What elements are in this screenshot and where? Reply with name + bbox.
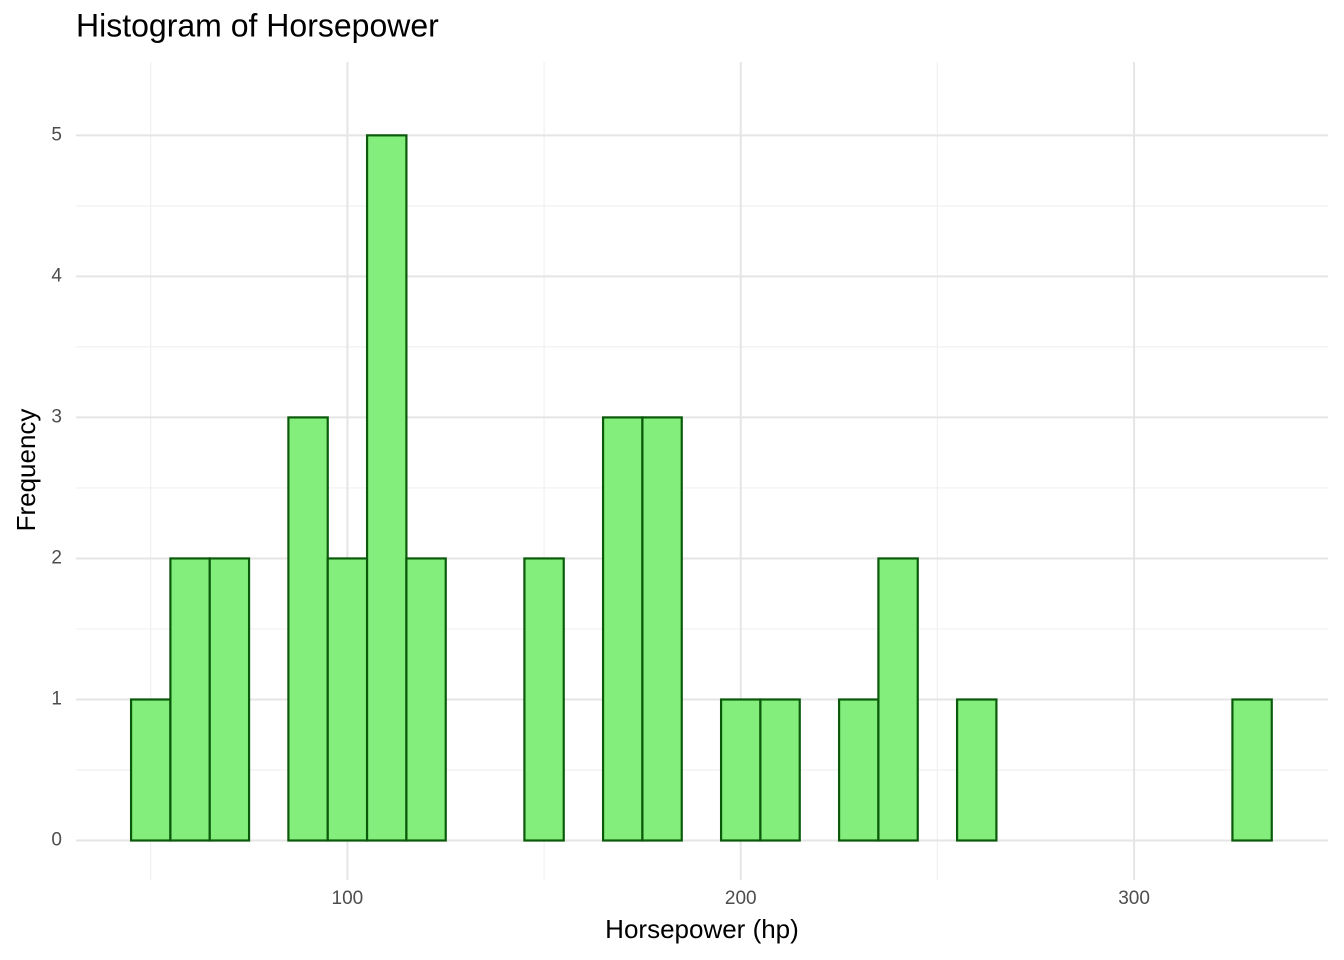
bar [759, 698, 801, 842]
bar [326, 557, 369, 842]
chart-title: Histogram of Horsepower [76, 7, 439, 43]
y-tick-label: 0 [51, 830, 62, 851]
y-tick-label: 5 [51, 124, 62, 145]
bar [405, 557, 447, 842]
bar [208, 557, 251, 842]
x-tick-label: 300 [1118, 888, 1150, 909]
bar [641, 416, 683, 842]
bar [523, 557, 565, 842]
y-tick-label: 4 [51, 265, 62, 286]
y-tick-label: 1 [51, 688, 62, 709]
bar [719, 698, 762, 842]
grid [76, 62, 1328, 880]
y-tick-label: 2 [51, 547, 62, 568]
bar [169, 557, 211, 842]
bars [129, 134, 1273, 842]
bar [1231, 698, 1273, 842]
y-axis-label: Frequency [11, 409, 41, 532]
x-axis-label: Horsepower (hp) [605, 914, 799, 944]
bar [287, 416, 329, 842]
bar [837, 698, 880, 842]
bar [955, 698, 998, 842]
x-tick-label: 200 [725, 888, 757, 909]
bar [365, 134, 408, 842]
y-tick-label: 3 [51, 406, 62, 427]
bar [877, 557, 919, 842]
x-tick-label: 100 [332, 888, 364, 909]
bar [129, 698, 172, 842]
bar [601, 416, 644, 842]
